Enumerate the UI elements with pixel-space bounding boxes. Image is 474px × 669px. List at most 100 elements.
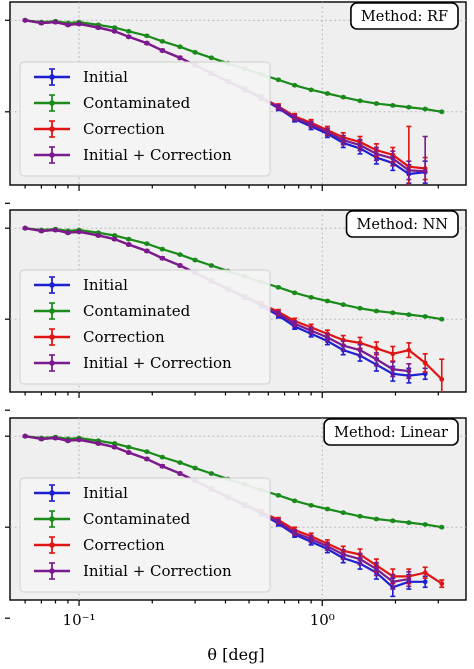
data-point [112, 28, 118, 34]
data-point [325, 543, 330, 549]
data-point [275, 77, 281, 83]
data-point [38, 228, 44, 234]
data-point [177, 263, 183, 268]
data-point [292, 115, 298, 121]
data-point [308, 502, 314, 508]
data-point [22, 225, 28, 231]
legend-swatch-marker [49, 334, 55, 340]
legend-swatch-marker [49, 542, 55, 548]
method-label-box [345, 210, 459, 238]
data-point [439, 316, 445, 322]
data-point [439, 109, 445, 115]
data-point [65, 230, 71, 236]
method-label-box [350, 2, 459, 30]
data-point [159, 463, 165, 469]
data-point [422, 106, 428, 112]
data-point [292, 530, 298, 536]
data-point [308, 294, 314, 300]
data-point [65, 438, 71, 444]
data-point [406, 368, 412, 374]
data-point [192, 465, 198, 471]
chart-panel-1: Method: RF Initial Contaminated Correction I… [5, 1, 467, 204]
data-point [144, 248, 150, 254]
data-point [325, 91, 330, 96]
legend-swatch-marker [49, 490, 55, 496]
data-point [38, 436, 44, 442]
legend-box [19, 477, 271, 593]
data-point [275, 492, 281, 498]
data-point [340, 302, 346, 308]
data-point [126, 236, 132, 242]
data-point [422, 570, 428, 576]
data-point [325, 129, 330, 135]
data-point [95, 233, 101, 238]
method-label-box [323, 418, 459, 446]
data-point [76, 229, 82, 235]
x-axis-label: θ [deg] [207, 645, 264, 664]
data-point [159, 38, 165, 44]
data-point [112, 444, 118, 450]
data-point [325, 298, 330, 304]
data-point [340, 343, 346, 348]
x-tick-label: 10⁻¹ [63, 611, 96, 629]
data-point [308, 328, 314, 334]
data-point [374, 516, 379, 522]
data-point [177, 460, 183, 465]
legend-swatch-marker [49, 360, 55, 366]
data-point [208, 263, 214, 268]
chart-panel-3: Method: Linear Initial Contaminated Correct… [5, 417, 467, 619]
data-point [112, 441, 118, 446]
data-point [308, 87, 314, 93]
data-point [390, 156, 396, 161]
data-point [126, 28, 132, 34]
method-label: Method: Linear [334, 425, 448, 441]
data-point [439, 524, 445, 530]
data-point [38, 20, 44, 26]
data-point [144, 33, 150, 39]
legend-entry-label: Initial + Correction [83, 146, 232, 164]
legend-entry-label: Correction [83, 120, 165, 138]
data-point [406, 347, 412, 353]
data-point [275, 104, 281, 110]
data-point [292, 321, 298, 327]
x-tick-label: 10⁰ [310, 611, 335, 629]
method-label: Method: RF [361, 9, 448, 25]
data-point [112, 236, 118, 242]
data-point [340, 510, 346, 516]
data-point [390, 518, 396, 524]
legend-swatch-marker [49, 100, 55, 106]
data-point [325, 335, 330, 340]
data-point [390, 579, 396, 585]
data-point [53, 227, 58, 233]
data-point [22, 433, 28, 439]
legend-entry-label: Initial [83, 484, 128, 502]
data-point [308, 122, 314, 128]
data-point [275, 284, 281, 290]
data-point [308, 536, 314, 542]
data-point [53, 19, 58, 25]
legend-swatch-marker [49, 516, 55, 522]
data-point [374, 151, 379, 157]
data-point [422, 579, 428, 585]
data-point [95, 25, 101, 31]
data-point [95, 441, 101, 446]
legend-entry-label: Initial [83, 68, 128, 86]
data-point [422, 168, 428, 174]
data-point [340, 137, 346, 143]
data-point [439, 581, 445, 587]
data-point [275, 311, 281, 317]
legend-swatch-marker [49, 152, 55, 158]
data-point [406, 520, 412, 526]
data-point [192, 49, 198, 55]
legend-box [19, 269, 271, 385]
data-point [406, 167, 412, 173]
data-point [292, 498, 298, 504]
data-point [390, 351, 396, 357]
data-point [159, 255, 165, 261]
legend-entry-label: Correction [83, 536, 165, 554]
data-point [439, 376, 445, 382]
data-point [340, 552, 346, 557]
data-point [422, 522, 428, 527]
data-point [357, 556, 363, 562]
